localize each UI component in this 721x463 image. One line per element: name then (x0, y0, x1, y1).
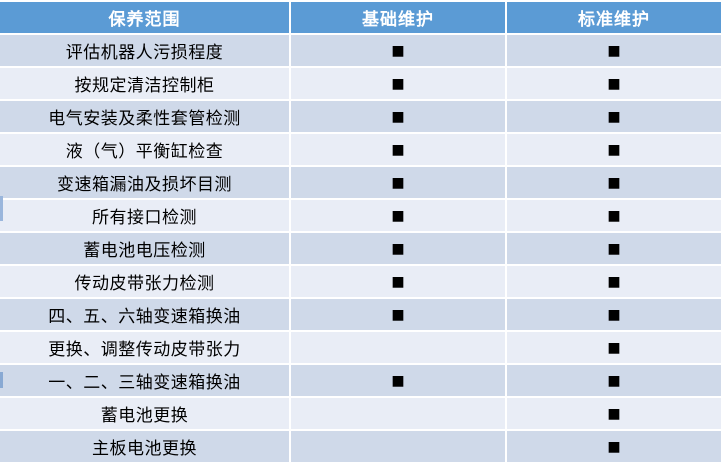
standard-maintenance-mark: ■ (507, 167, 721, 198)
row-label: 蓄电池更换 (0, 398, 289, 429)
table-row: 评估机器人污损程度 ■ ■ (0, 35, 721, 66)
standard-maintenance-mark: ■ (507, 134, 721, 165)
basic-maintenance-mark: ■ (291, 35, 505, 66)
standard-maintenance-mark: ■ (507, 266, 721, 297)
row-label: 主板电池更换 (0, 431, 289, 462)
row-label: 变速箱漏油及损坏目测 (0, 167, 289, 198)
basic-maintenance-mark: ■ (291, 266, 505, 297)
standard-maintenance-mark: ■ (507, 68, 721, 99)
basic-maintenance-mark: ■ (291, 200, 505, 231)
standard-maintenance-mark: ■ (507, 398, 721, 429)
row-label: 按规定清洁控制柜 (0, 68, 289, 99)
row-label: 所有接口检测 (0, 200, 289, 231)
row-label: 评估机器人污损程度 (0, 35, 289, 66)
table-row: 液（气）平衡缸检查 ■ ■ (0, 134, 721, 165)
table-row: 一、二、三轴变速箱换油 ■ ■ (0, 365, 721, 396)
table-row: 电气安装及柔性套管检测 ■ ■ (0, 101, 721, 132)
standard-maintenance-mark: ■ (507, 365, 721, 396)
standard-maintenance-mark: ■ (507, 35, 721, 66)
standard-maintenance-mark: ■ (507, 332, 721, 363)
table-row: 蓄电池电压检测 ■ ■ (0, 233, 721, 264)
table-grid: 保养范围 基础维护 标准维护 (0, 2, 721, 33)
row-label: 电气安装及柔性套管检测 (0, 101, 289, 132)
basic-maintenance-mark: ■ (291, 299, 505, 330)
table-row: 传动皮带张力检测 ■ ■ (0, 266, 721, 297)
row-label: 传动皮带张力检测 (0, 266, 289, 297)
standard-maintenance-mark: ■ (507, 233, 721, 264)
row-label: 蓄电池电压检测 (0, 233, 289, 264)
basic-maintenance-mark (291, 431, 505, 462)
standard-maintenance-mark: ■ (507, 431, 721, 462)
left-edge-artifact (0, 196, 3, 221)
standard-maintenance-mark: ■ (507, 101, 721, 132)
row-label: 一、二、三轴变速箱换油 (0, 365, 289, 396)
table-row: 主板电池更换 ■ (0, 431, 721, 462)
row-label: 液（气）平衡缸检查 (0, 134, 289, 165)
table-row: 蓄电池更换 ■ (0, 398, 721, 429)
basic-maintenance-mark: ■ (291, 167, 505, 198)
table-row: 按规定清洁控制柜 ■ ■ (0, 68, 721, 99)
basic-maintenance-mark: ■ (291, 365, 505, 396)
basic-maintenance-mark: ■ (291, 68, 505, 99)
standard-maintenance-mark: ■ (507, 299, 721, 330)
table-row: 更换、调整传动皮带张力 ■ (0, 332, 721, 363)
header-standard-maintenance: 标准维护 (507, 2, 721, 33)
row-label: 四、五、六轴变速箱换油 (0, 299, 289, 330)
header-scope: 保养范围 (0, 2, 289, 33)
standard-maintenance-mark: ■ (507, 200, 721, 231)
basic-maintenance-mark (291, 332, 505, 363)
table-row: 所有接口检测 ■ ■ (0, 200, 721, 231)
header-basic-maintenance: 基础维护 (291, 2, 505, 33)
basic-maintenance-mark: ■ (291, 233, 505, 264)
basic-maintenance-mark (291, 398, 505, 429)
table-row: 变速箱漏油及损坏目测 ■ ■ (0, 167, 721, 198)
basic-maintenance-mark: ■ (291, 134, 505, 165)
table-row: 四、五、六轴变速箱换油 ■ ■ (0, 299, 721, 330)
basic-maintenance-mark: ■ (291, 101, 505, 132)
left-edge-artifact (0, 372, 3, 388)
row-label: 更换、调整传动皮带张力 (0, 332, 289, 363)
